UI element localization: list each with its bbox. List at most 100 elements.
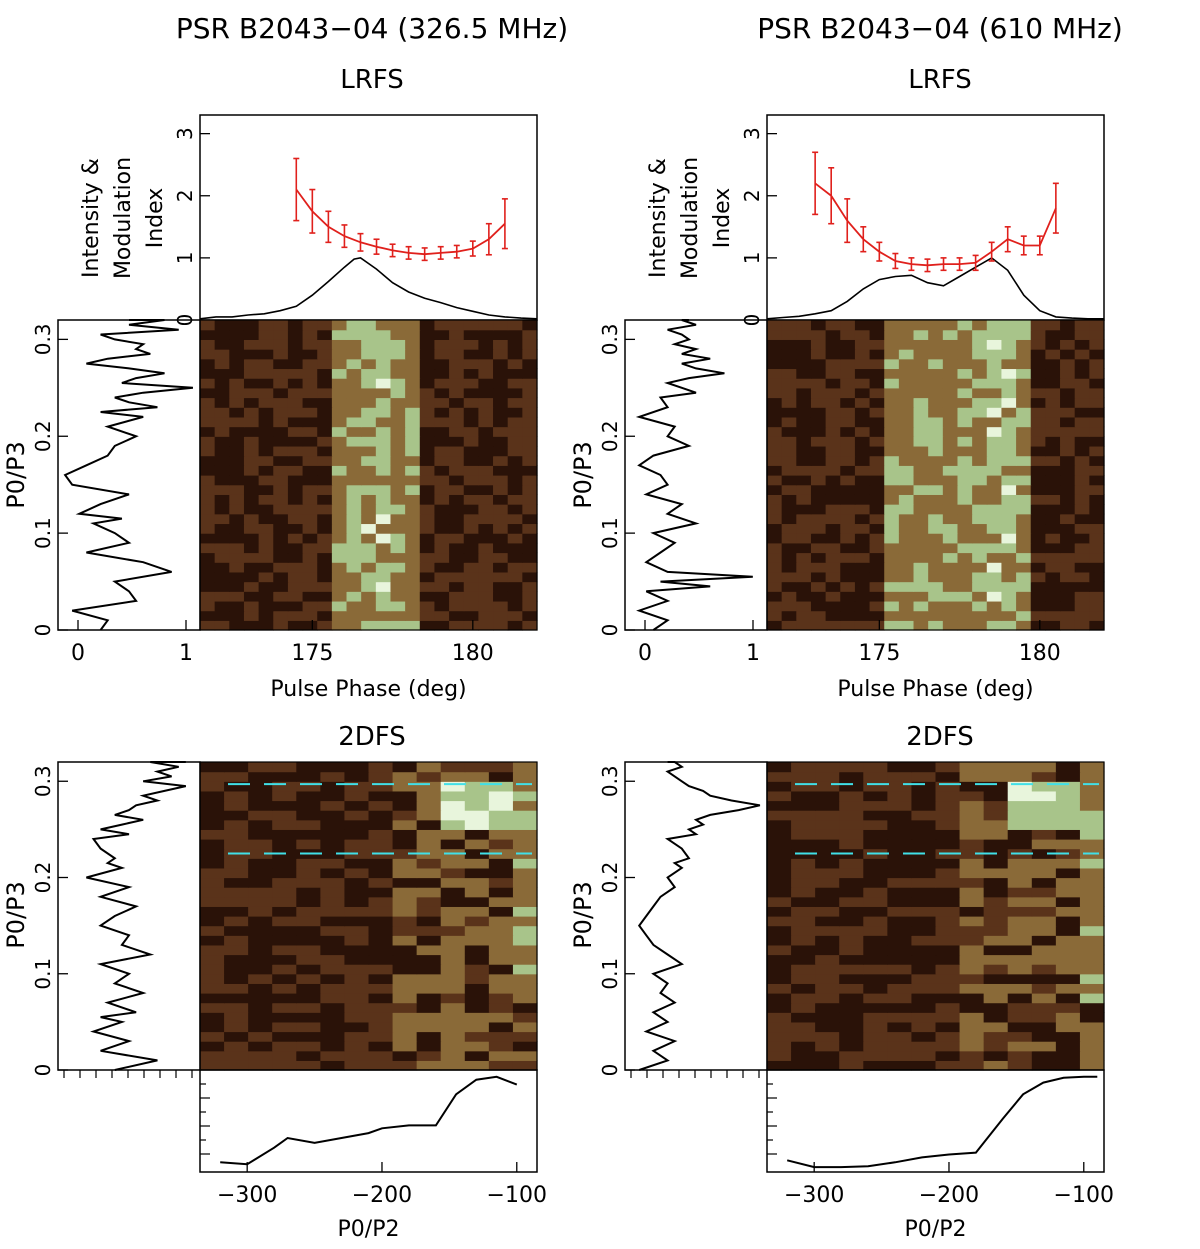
heatmap-cell — [1060, 320, 1076, 331]
heatmap-cell — [361, 329, 377, 340]
heatmap-cell — [302, 484, 318, 495]
heatmap-cell — [488, 839, 514, 850]
heatmap-cell — [507, 407, 523, 418]
heatmap-cell — [296, 993, 321, 1004]
heatmap-cell — [796, 339, 812, 350]
heatmap-cell — [825, 320, 841, 331]
heatmap-cell — [331, 455, 348, 466]
heatmap-cell — [1079, 954, 1105, 965]
heatmap-cell — [302, 329, 318, 340]
heatmap-cell — [1074, 397, 1090, 408]
heatmap-cell — [1016, 581, 1032, 592]
heatmap-cell — [767, 445, 783, 457]
heatmap-cell — [959, 935, 985, 946]
heatmap-cell — [1055, 858, 1081, 869]
heatmap-cell — [507, 504, 523, 515]
heatmap-cell — [375, 513, 392, 525]
heatmap-cell — [320, 762, 346, 773]
heatmap-cell — [825, 600, 841, 612]
heatmap-cell — [375, 542, 392, 554]
heatmap-cell — [959, 1041, 985, 1052]
heatmap-cell — [258, 562, 274, 573]
heatmap-cell — [392, 858, 418, 869]
heatmap-cell — [368, 839, 394, 850]
heatmap-cell — [224, 829, 249, 840]
heatmap-cell — [957, 600, 973, 612]
heatmap-cell — [200, 542, 216, 554]
heatmap-cell — [1089, 387, 1105, 399]
heatmap-cell — [986, 552, 1003, 563]
heatmap-cell — [224, 867, 249, 879]
heatmap-cell — [463, 416, 479, 428]
heatmap-cell — [840, 465, 856, 476]
heatmap-cell — [869, 610, 885, 621]
heatmap-cell — [440, 790, 466, 802]
heatmap-cell — [320, 1041, 346, 1052]
heatmap-cell — [346, 484, 362, 495]
heatmap-cell — [887, 916, 913, 927]
heatmap-cell — [440, 935, 466, 946]
heatmap-cell — [243, 562, 260, 573]
heatmap-cell — [248, 916, 273, 927]
heatmap-cell — [887, 819, 913, 830]
heatmap-cell — [1016, 329, 1032, 340]
heatmap-cell — [512, 810, 538, 821]
heatmap-cell — [911, 762, 937, 773]
heatmap-cell — [1045, 494, 1061, 505]
heatmap-cell — [463, 542, 479, 554]
heatmap-cell — [767, 591, 783, 602]
heatmap-cell — [869, 426, 885, 437]
heatmap-cell — [361, 465, 377, 476]
heatmap-cell — [983, 887, 1009, 898]
heatmap-cell — [229, 513, 245, 525]
heatmap-cell — [942, 339, 959, 350]
heatmap-cell — [375, 620, 392, 631]
heatmap-cell — [346, 436, 362, 447]
left-lrfs-side-spectrum-line — [63, 319, 193, 631]
heatmap-cell — [258, 533, 274, 544]
heatmap-cell — [258, 397, 274, 408]
heatmap-cell — [200, 513, 216, 525]
heatmap-cell — [287, 571, 304, 583]
heatmap-cell — [854, 494, 871, 505]
heatmap-cell — [815, 1012, 840, 1023]
heatmap-cell — [200, 445, 216, 457]
heatmap-cell — [913, 358, 929, 370]
heatmap-cell — [957, 445, 973, 457]
heatmap-cell — [815, 1060, 840, 1071]
heatmap-cell — [898, 552, 915, 563]
heatmap-cell — [507, 339, 523, 350]
heatmap-cell — [1074, 465, 1090, 476]
left-lrfs-y-tick-label: 0 — [31, 624, 55, 637]
heatmap-cell — [344, 771, 370, 782]
heatmap-cell — [419, 552, 436, 563]
heatmap-cell — [272, 1002, 297, 1013]
heatmap-cell — [887, 944, 913, 956]
heatmap-cell — [1007, 1031, 1033, 1042]
heatmap-cell — [361, 562, 377, 573]
heatmap-cell — [493, 484, 509, 495]
heatmap-cell — [1045, 387, 1061, 399]
heatmap-cell — [493, 436, 509, 447]
heatmap-cell — [368, 790, 394, 802]
heatmap-cell — [405, 368, 421, 379]
heatmap-cell — [214, 455, 230, 466]
heatmap-cell — [248, 848, 273, 859]
heatmap-cell — [248, 771, 273, 782]
heatmap-cell — [229, 349, 245, 360]
heatmap-cell — [488, 916, 514, 927]
heatmap-cell — [767, 1050, 792, 1061]
heatmap-cell — [986, 571, 1003, 583]
heatmap-cell — [815, 906, 840, 917]
heatmap-cell — [825, 329, 841, 340]
heatmap-cell — [767, 887, 792, 898]
heatmap-cell — [449, 562, 465, 573]
right-2dfs-ylabel: P0/P3 — [569, 881, 597, 949]
heatmap-cell — [1055, 1002, 1081, 1013]
heatmap-cell — [863, 781, 888, 792]
heatmap-cell — [463, 349, 479, 360]
heatmap-cell — [911, 839, 937, 850]
heatmap-cell — [942, 368, 959, 379]
heatmap-cell — [361, 581, 377, 592]
heatmap-cell — [258, 455, 274, 466]
